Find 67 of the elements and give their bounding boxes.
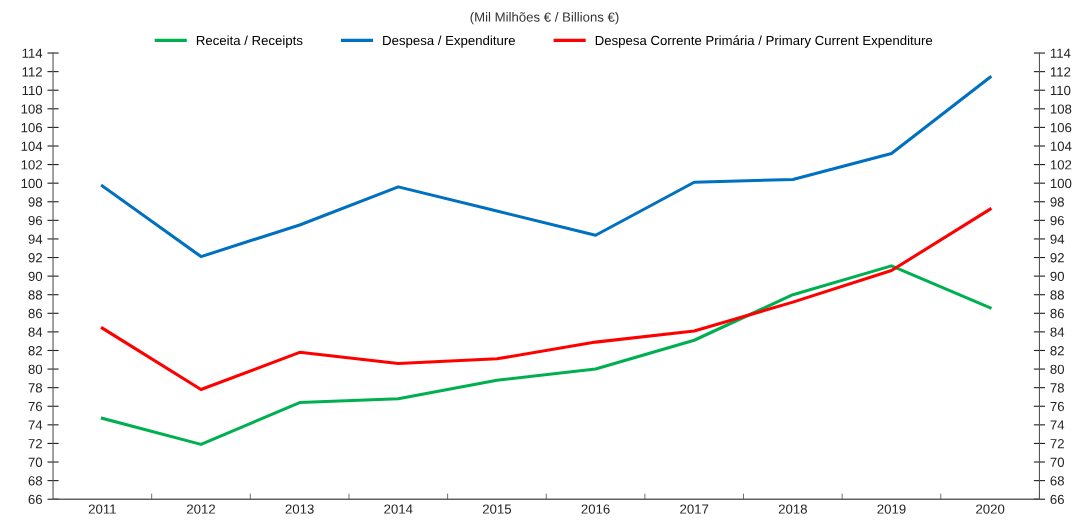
line-series bbox=[100, 75, 992, 259]
y-tick-label: 72 bbox=[28, 439, 42, 449]
line-series bbox=[100, 264, 992, 446]
y-tick-label: 84 bbox=[28, 327, 43, 337]
x-tick-label: 2012 bbox=[186, 504, 216, 514]
y2-tick-label: 90 bbox=[1050, 271, 1065, 282]
y2-tick-label: 82 bbox=[1050, 346, 1064, 356]
y2-tick-label: 112 bbox=[1050, 67, 1071, 77]
x-tick-label: 2016 bbox=[581, 504, 610, 514]
y2-tick-label: 108 bbox=[1050, 104, 1072, 114]
y-tick-label: 104 bbox=[21, 141, 43, 151]
y-tick-label: 74 bbox=[28, 420, 43, 430]
y-tick-label: 70 bbox=[28, 457, 43, 467]
legend-label: Receita / Receipts bbox=[196, 35, 303, 48]
y2-tick-label: 110 bbox=[1050, 85, 1071, 96]
y2-tick-label: 88 bbox=[1050, 290, 1064, 300]
y-tick-label: 68 bbox=[28, 476, 43, 486]
y-tick-label: 100 bbox=[21, 178, 43, 189]
y2-tick-label: 76 bbox=[1050, 401, 1064, 412]
y2-tick-label: 86 bbox=[1050, 308, 1064, 319]
x-tick-label: 2018 bbox=[778, 504, 807, 514]
y2-tick-label: 96 bbox=[1050, 215, 1064, 226]
y-tick-label: 96 bbox=[28, 215, 43, 226]
y-tick-label: 106 bbox=[21, 122, 43, 133]
y-tick-label: 80 bbox=[28, 364, 43, 374]
y-tick-label: 110 bbox=[22, 85, 43, 96]
y2-tick-label: 94 bbox=[1050, 234, 1065, 244]
y-tick-label: 112 bbox=[22, 67, 42, 77]
y2-tick-label: 100 bbox=[1050, 178, 1072, 189]
y-tick-label: 98 bbox=[28, 197, 43, 207]
y2-tick-label: 66 bbox=[1050, 494, 1064, 505]
y2-tick-label: 114 bbox=[1050, 48, 1071, 58]
x-tick-label: 2013 bbox=[285, 504, 314, 514]
y-tick-label: 88 bbox=[28, 290, 43, 300]
y2-tick-label: 74 bbox=[1050, 420, 1065, 430]
chart-title: (Mil Milhões € / Billions €) bbox=[470, 12, 619, 25]
y2-tick-label: 78 bbox=[1050, 383, 1064, 393]
y-tick-label: 114 bbox=[22, 48, 43, 58]
y-tick-label: 92 bbox=[28, 253, 42, 263]
y2-tick-label: 102 bbox=[1050, 160, 1072, 170]
x-tick-label: 2011 bbox=[88, 504, 116, 514]
line-series bbox=[100, 207, 992, 392]
x-tick-label: 2020 bbox=[976, 504, 1005, 514]
y2-tick-label: 104 bbox=[1050, 141, 1072, 151]
y-tick-label: 78 bbox=[28, 383, 43, 393]
legend-label: Despesa Corrente Primária / Primary Current Expenditure bbox=[595, 35, 933, 48]
y2-tick-label: 70 bbox=[1050, 457, 1065, 467]
y-tick-label: 102 bbox=[21, 160, 42, 170]
y2-tick-label: 84 bbox=[1050, 327, 1065, 337]
y2-tick-label: 106 bbox=[1050, 122, 1072, 133]
legend-label: Despesa / Expenditure bbox=[383, 35, 515, 48]
y2-tick-label: 80 bbox=[1050, 364, 1065, 374]
y2-tick-label: 92 bbox=[1050, 253, 1064, 263]
y-tick-label: 86 bbox=[28, 308, 43, 319]
y2-tick-label: 72 bbox=[1050, 439, 1064, 449]
x-tick-label: 2015 bbox=[482, 504, 512, 514]
x-tick-label: 2019 bbox=[877, 504, 906, 514]
y-tick-label: 82 bbox=[28, 346, 42, 356]
x-tick-label: 2017 bbox=[680, 504, 709, 514]
y-tick-label: 90 bbox=[28, 271, 43, 282]
x-tick-label: 2014 bbox=[384, 504, 413, 514]
y-tick-label: 94 bbox=[28, 234, 43, 244]
y-tick-label: 76 bbox=[28, 401, 43, 412]
y2-tick-label: 68 bbox=[1050, 476, 1064, 486]
y-tick-label: 66 bbox=[28, 494, 43, 505]
y-tick-label: 108 bbox=[21, 104, 43, 114]
y2-tick-label: 98 bbox=[1050, 197, 1064, 207]
